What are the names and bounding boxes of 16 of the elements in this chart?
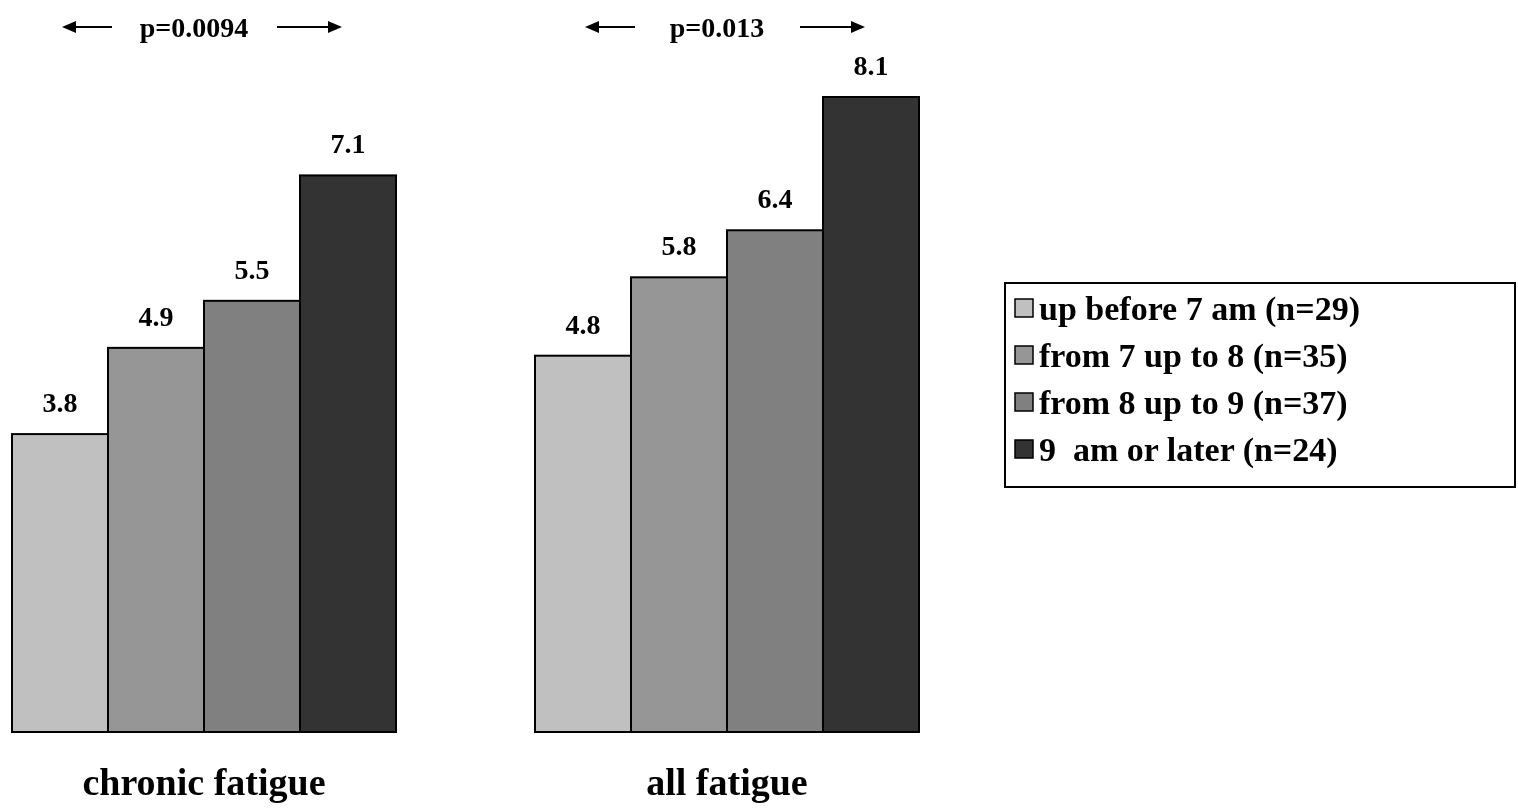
x-tick-label: all fatigue: [646, 761, 808, 803]
legend-label: from 7 up to 8 (n=35): [1039, 337, 1348, 375]
text: p=0.0094: [139, 12, 249, 43]
data-label: 3.8: [42, 387, 78, 419]
text: p=0.013: [669, 12, 765, 43]
x-tick-label: chronic fatigue: [82, 761, 326, 803]
legend-label: up before 7 am (n=29): [1039, 290, 1360, 328]
data-label: 7.1: [330, 128, 366, 160]
data-label: 5.8: [661, 230, 697, 262]
data-label: 4.8: [565, 308, 601, 340]
data-label: 8.1: [853, 50, 889, 81]
data-label: 5.5: [234, 253, 270, 285]
data-label: 4.9: [138, 300, 174, 332]
legend-label: 9 am or later (n=24): [1039, 431, 1338, 469]
data-label: 6.4: [757, 183, 793, 215]
legend-label: from 8 up to 9 (n=37): [1039, 384, 1348, 422]
